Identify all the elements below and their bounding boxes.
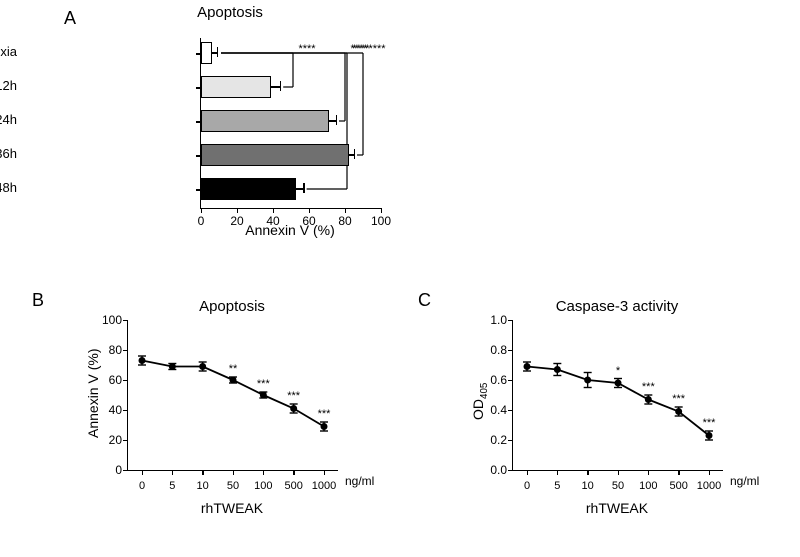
- significance-stars: ***: [672, 393, 685, 405]
- significance-stars: **: [229, 363, 238, 375]
- panel-b-x-axis-title: rhTWEAK: [127, 500, 337, 516]
- panel-b-y-axis-title: Annexin V (%): [85, 349, 101, 438]
- panel-c-x-axis-title: rhTWEAK: [512, 500, 722, 516]
- panel-a-x-axis-title: Annexin V (%): [200, 222, 380, 238]
- bar-label: H24h / N36h: [0, 146, 17, 161]
- significance-stars: ***: [642, 381, 655, 393]
- significance-stars: *: [616, 365, 620, 377]
- panel-a-barplot: NormoxiaH24h / N12hH24h / N24hH24h / N36…: [200, 38, 381, 209]
- panel-b: Apoptosis 0204060801000510501005001000**…: [65, 310, 345, 530]
- panel-a: Apoptosis NormoxiaH24h / N12hH24h / N24h…: [110, 26, 400, 276]
- significance-stars: ***: [257, 378, 270, 390]
- bar: [201, 110, 329, 132]
- significance-stars: ****: [368, 43, 385, 55]
- bar: [201, 76, 271, 98]
- panel-b-lineplot: 0204060801000510501005001000***********: [127, 320, 338, 471]
- panel-c-y-axis-title: OD405: [470, 383, 490, 420]
- significance-stars: ***: [318, 408, 331, 420]
- bar-label: H24h / N12h: [0, 78, 17, 93]
- panel-b-svg: [128, 320, 338, 470]
- panel-b-label: B: [32, 290, 44, 311]
- bar-label: H24h / N24h: [0, 112, 17, 127]
- significance-stars: ***: [703, 417, 716, 429]
- significance-stars: ****: [298, 43, 315, 55]
- panel-c-svg: [513, 320, 723, 470]
- significance-stars: ****: [352, 43, 369, 55]
- panel-c-label: C: [418, 290, 431, 311]
- panel-a-title: Apoptosis: [140, 4, 320, 21]
- panel-b-title: Apoptosis: [127, 298, 337, 315]
- bar: [201, 42, 212, 64]
- bar-label: H24h / N48h: [0, 180, 17, 195]
- panel-b-x-unit: ng/ml: [345, 474, 374, 488]
- panel-a-label: A: [64, 8, 76, 29]
- significance-stars: ***: [287, 390, 300, 402]
- bar-label: Normoxia: [0, 44, 17, 59]
- panel-c-lineplot: 0.00.20.40.60.81.00510501005001000******…: [512, 320, 723, 471]
- panel-c-title: Caspase-3 activity: [512, 298, 722, 315]
- bar: [201, 178, 296, 200]
- figure: A Apoptosis NormoxiaH24h / N12hH24h / N2…: [0, 0, 800, 557]
- panel-c: Caspase-3 activity 0.00.20.40.60.81.0051…: [450, 310, 730, 530]
- panel-c-x-unit: ng/ml: [730, 474, 759, 488]
- bar: [201, 144, 349, 166]
